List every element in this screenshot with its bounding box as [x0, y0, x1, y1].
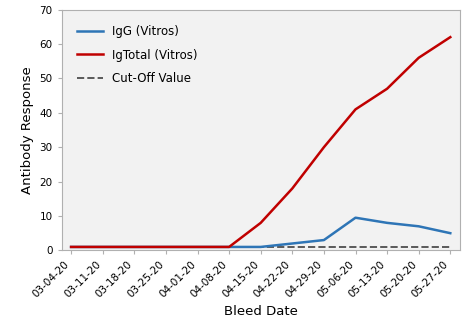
- IgTotal (Vitros): [353, 108, 358, 111]
- Cut-Off Value: [100, 245, 106, 248]
- Cut-Off Value: [416, 245, 421, 248]
- IgTotal (Vitros): [163, 245, 169, 249]
- IgG (Vitros): [384, 221, 390, 225]
- IgTotal (Vitros): [416, 56, 421, 60]
- IgG (Vitros): [195, 245, 201, 249]
- Line: IgTotal (Vitros): IgTotal (Vitros): [71, 37, 450, 247]
- Cut-Off Value: [353, 245, 358, 248]
- IgG (Vitros): [290, 242, 295, 246]
- IgTotal (Vitros): [447, 35, 453, 39]
- IgG (Vitros): [68, 245, 74, 249]
- IgG (Vitros): [163, 245, 169, 249]
- Cut-Off Value: [384, 245, 390, 248]
- Line: IgG (Vitros): IgG (Vitros): [71, 218, 450, 247]
- Cut-Off Value: [68, 245, 74, 248]
- IgG (Vitros): [100, 245, 106, 249]
- IgTotal (Vitros): [226, 245, 232, 249]
- IgTotal (Vitros): [321, 145, 327, 149]
- Cut-Off Value: [321, 245, 327, 248]
- Y-axis label: Antibody Response: Antibody Response: [21, 66, 34, 194]
- Cut-Off Value: [195, 245, 201, 248]
- IgG (Vitros): [258, 245, 264, 249]
- IgTotal (Vitros): [195, 245, 201, 249]
- IgG (Vitros): [321, 238, 327, 242]
- Cut-Off Value: [447, 245, 453, 248]
- IgTotal (Vitros): [131, 245, 137, 249]
- IgTotal (Vitros): [290, 187, 295, 190]
- X-axis label: Bleed Date: Bleed Date: [224, 305, 298, 318]
- IgTotal (Vitros): [68, 245, 74, 249]
- IgG (Vitros): [131, 245, 137, 249]
- IgTotal (Vitros): [100, 245, 106, 249]
- Legend: IgG (Vitros), IgTotal (Vitros), Cut-Off Value: IgG (Vitros), IgTotal (Vitros), Cut-Off …: [67, 15, 207, 95]
- Cut-Off Value: [163, 245, 169, 248]
- IgG (Vitros): [447, 231, 453, 235]
- IgG (Vitros): [416, 224, 421, 228]
- Cut-Off Value: [290, 245, 295, 248]
- IgTotal (Vitros): [384, 87, 390, 91]
- Cut-Off Value: [258, 245, 264, 248]
- Cut-Off Value: [131, 245, 137, 248]
- IgTotal (Vitros): [258, 221, 264, 225]
- IgG (Vitros): [353, 216, 358, 220]
- IgG (Vitros): [226, 245, 232, 249]
- Cut-Off Value: [226, 245, 232, 248]
